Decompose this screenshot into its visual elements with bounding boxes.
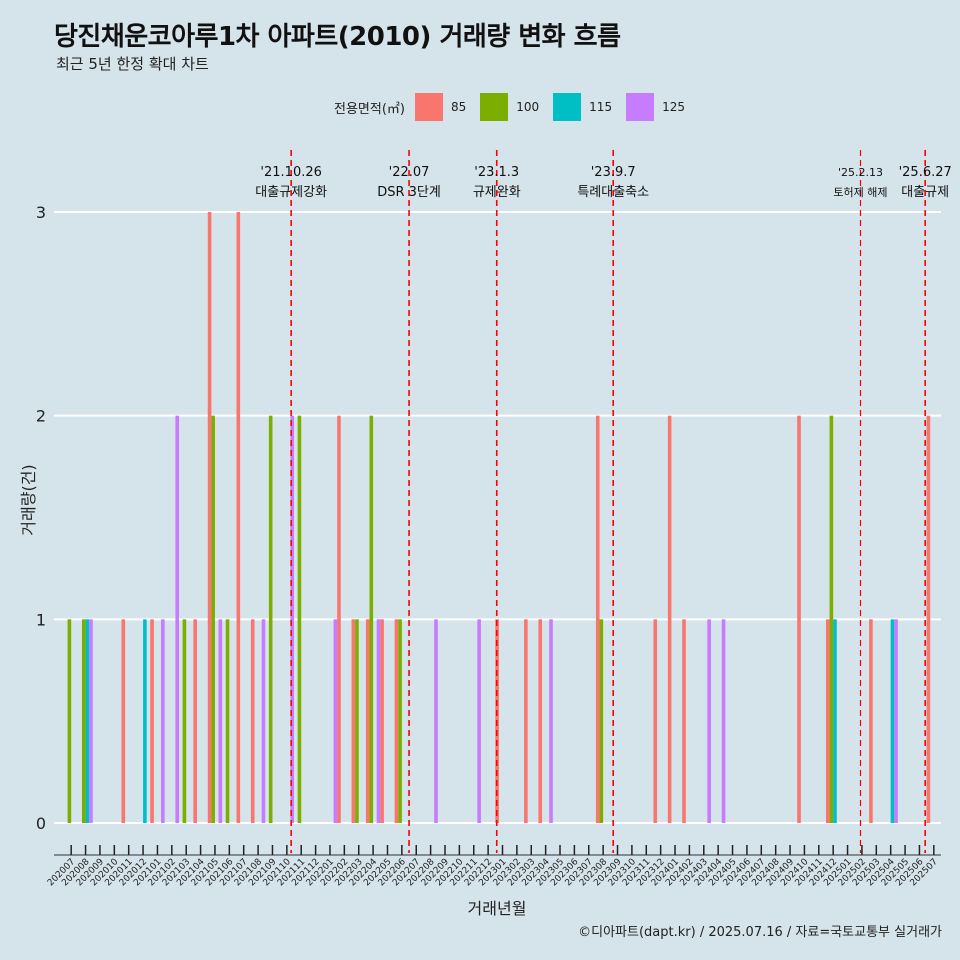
legend-label-85: 85 xyxy=(450,100,467,114)
legend-swatch-115 xyxy=(553,93,582,121)
bar-100-202203 xyxy=(355,619,359,823)
bar-85-202105 xyxy=(207,212,212,823)
bar-85-202412 xyxy=(825,619,830,823)
bar-85-202101 xyxy=(150,619,154,823)
chart-subtitle: 최근 5년 한정 확대 차트 xyxy=(56,55,209,73)
event-date-4: '25.2.13 xyxy=(838,166,883,179)
legend-label-100: 100 xyxy=(516,100,540,114)
bar-85-202108 xyxy=(250,619,255,823)
bar-125-202208 xyxy=(434,619,438,823)
y-tick-label-0: 0 xyxy=(36,814,46,833)
bar-100-202105 xyxy=(211,415,215,823)
bar-85-202104 xyxy=(193,619,197,823)
bar-85-202304 xyxy=(538,619,543,823)
bar-85-202507 xyxy=(926,415,931,823)
bar-85-202312 xyxy=(653,619,658,823)
bar-100-202109 xyxy=(268,415,273,823)
event-label-4: 토허제 해제 xyxy=(833,185,887,199)
legend-swatch-100 xyxy=(480,93,509,121)
bar-100-202308 xyxy=(599,619,604,823)
event-date-0: '21.10.26 xyxy=(260,165,321,180)
event-date-1: '22.07 xyxy=(389,165,430,180)
event-date-5: '25.6.27 xyxy=(899,165,952,180)
bar-125-202201 xyxy=(333,619,338,823)
bar-85-202402 xyxy=(682,619,686,823)
bar-125-202404 xyxy=(721,619,726,823)
event-label-2: 규제완화 xyxy=(473,185,521,200)
event-label-3: 특례대출축소 xyxy=(577,185,649,200)
y-tick-label-1: 1 xyxy=(36,610,46,629)
bar-85-202401 xyxy=(667,415,672,823)
legend-item-125: 125 xyxy=(626,93,685,121)
legend-label-115: 115 xyxy=(589,100,613,114)
event-date-2: '23.1.3 xyxy=(474,165,519,180)
bar-85-202308 xyxy=(595,415,600,823)
legend-swatch-125 xyxy=(626,93,655,121)
bar-125-202105 xyxy=(218,619,223,823)
bar-115-202412 xyxy=(833,619,837,823)
y-tick-label-2: 2 xyxy=(36,407,46,426)
bar-85-202107 xyxy=(236,212,241,823)
legend-item-115: 115 xyxy=(553,93,612,121)
bar-100-202204 xyxy=(369,415,374,823)
bar-115-202008 xyxy=(85,619,90,823)
legend: 전용면적(㎡) 85 100 115 125 xyxy=(334,92,699,122)
legend-item-85: 85 xyxy=(414,93,467,121)
bar-85-202205 xyxy=(380,619,384,823)
bar-100-202206 xyxy=(398,619,402,823)
bar-125-202504 xyxy=(894,619,898,823)
bar-85-202503 xyxy=(869,619,873,823)
bar-125-202008 xyxy=(89,619,93,823)
event-label-5: 대출규제 xyxy=(901,185,949,200)
bar-100-202111 xyxy=(297,415,302,823)
bar-125-202211 xyxy=(477,619,481,823)
legend-title: 전용면적(㎡) xyxy=(334,101,405,117)
legend-item-100: 100 xyxy=(480,93,539,121)
chart-title: 당진채운코아루1차 아파트(2010) 거래량 변화 흐름 xyxy=(54,22,621,52)
bar-125-202304 xyxy=(549,619,553,823)
bar-125-202204 xyxy=(376,619,381,823)
bar-100-202103 xyxy=(182,619,187,823)
bar-115-202504 xyxy=(890,619,895,823)
source-caption: ©디아파트(dapt.kr) / 2025.07.16 / 자료=국토교통부 실… xyxy=(578,925,942,940)
bar-85-202204 xyxy=(365,619,370,823)
bar-125-202101 xyxy=(161,619,165,823)
bar-85-202303 xyxy=(524,619,528,823)
event-label-1: DSR 3단계 xyxy=(377,185,441,200)
bar-100-202008 xyxy=(81,619,86,823)
bar-125-202110 xyxy=(290,415,295,823)
legend-label-125: 125 xyxy=(662,100,685,114)
y-axis-title: 거래량(건) xyxy=(19,464,38,535)
bar-125-202108 xyxy=(261,619,266,823)
bar-85-202410 xyxy=(797,415,801,823)
event-label-0: 대출규제강화 xyxy=(255,185,327,200)
y-tick-label-3: 3 xyxy=(36,203,46,222)
bar-125-202403 xyxy=(707,619,711,823)
bar-85-202203 xyxy=(351,619,356,823)
event-date-3: '23.9.7 xyxy=(591,165,636,180)
bar-85-202202 xyxy=(337,415,341,823)
bar-100-202106 xyxy=(225,619,230,823)
bar-85-202206 xyxy=(394,619,399,823)
bar-125-202102 xyxy=(175,415,180,823)
bar-115-202012 xyxy=(143,619,147,823)
legend-swatch-85 xyxy=(414,93,443,121)
bar-85-202011 xyxy=(121,619,126,823)
x-axis-title: 거래년월 xyxy=(468,899,527,918)
bar-100-202412 xyxy=(829,415,834,823)
bar-100-202007 xyxy=(67,619,72,823)
